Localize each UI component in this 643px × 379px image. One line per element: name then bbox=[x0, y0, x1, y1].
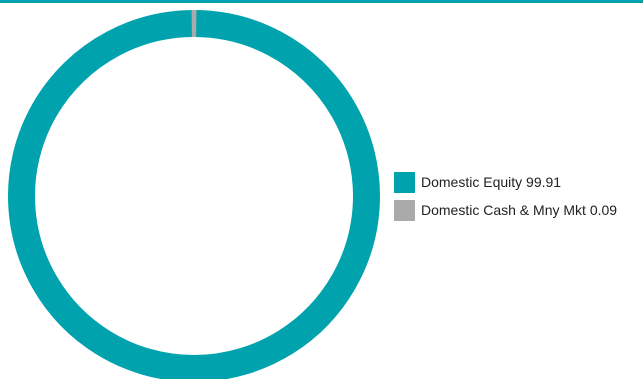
donut-slice-domestic-equity bbox=[8, 10, 380, 379]
legend-item-domestic-cash: Domestic Cash & Mny Mkt 0.09 bbox=[394, 199, 617, 222]
legend-label-domestic-cash: Domestic Cash & Mny Mkt bbox=[421, 202, 586, 218]
legend-item-domestic-equity: Domestic Equity 99.91 bbox=[394, 171, 617, 194]
top-accent-rule bbox=[0, 0, 643, 3]
legend-label-domestic-equity: Domestic Equity bbox=[421, 174, 523, 190]
legend-swatch-domestic-equity bbox=[394, 172, 415, 193]
legend-value-domestic-equity: 99.91 bbox=[526, 174, 562, 190]
legend-swatch-domestic-cash bbox=[394, 200, 415, 221]
legend-value-domestic-cash: 0.09 bbox=[589, 202, 618, 218]
chart-legend: Domestic Equity 99.91 Domestic Cash & Mn… bbox=[394, 171, 617, 227]
